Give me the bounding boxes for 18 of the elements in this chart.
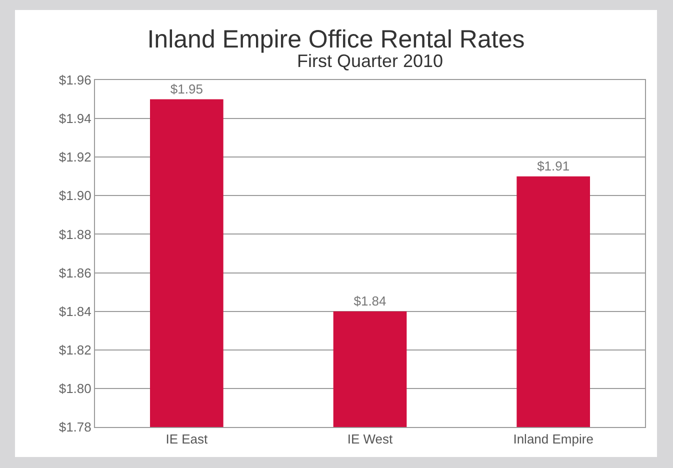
- y-tick-label: $1.84: [58, 304, 92, 319]
- y-tick-label: $1.92: [58, 150, 92, 165]
- y-tick-label: $1.90: [58, 188, 92, 204]
- x-tick-label: IE East: [166, 432, 208, 447]
- x-tick-label: Inland Empire: [513, 432, 594, 447]
- chart-title: Inland Empire Office Rental Rates: [147, 26, 525, 54]
- y-tick-label: $1.96: [58, 72, 92, 88]
- y-tick-label: $1.80: [58, 380, 92, 396]
- chart-subtitle: First Quarter 2010: [297, 51, 444, 71]
- data-label: $1.91: [537, 158, 570, 174]
- y-tick-label: $1.88: [58, 226, 92, 242]
- y-tick-label: $1.78: [58, 420, 92, 435]
- data-label: $1.84: [354, 293, 386, 308]
- data-label: $1.95: [170, 81, 203, 96]
- x-tick-label: IE West: [347, 432, 394, 447]
- y-tick-label: $1.94: [58, 111, 92, 126]
- y-tick-label: $1.86: [58, 265, 92, 280]
- y-tick-label: $1.82: [58, 342, 92, 358]
